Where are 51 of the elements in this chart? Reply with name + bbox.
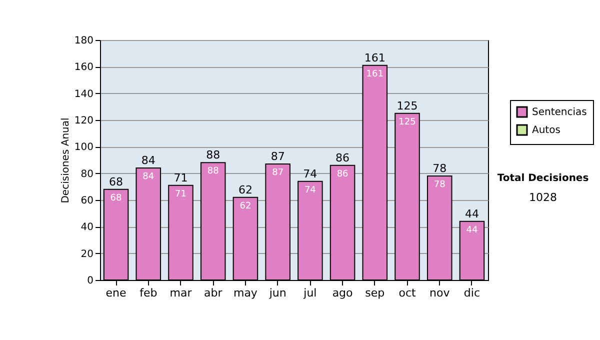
data-label: 44 [466,225,478,236]
data-label: 86 [336,169,349,180]
total-label: 68 [109,175,124,188]
total-label: 71 [174,171,188,184]
y-tick-label: 120 [74,116,94,126]
data-label: 84 [142,172,154,182]
total-label: 88 [206,148,220,162]
x-tick-label: jun [268,286,286,300]
x-tick-label: sep [365,286,385,300]
x-tick-label: mar [170,286,192,300]
legend-label: Autos [532,125,560,136]
total-label: 62 [238,183,252,196]
total-label: 74 [303,167,318,180]
y-tick-label: 180 [74,36,94,46]
total-label: 44 [464,207,479,220]
x-tick-label: jul [302,286,317,300]
x-tick-label: dic [464,286,480,300]
y-tick-label: 0 [87,276,94,286]
data-label: 74 [304,185,316,196]
x-tick-label: may [233,286,258,300]
x-tick-label: ago [332,286,354,300]
x-tick-label: abr [204,286,223,300]
data-label: 68 [110,193,122,204]
data-label: 87 [272,168,284,178]
text: 1028 [529,191,557,204]
total-label: 125 [396,99,418,112]
y-tick-label: 20 [80,248,94,260]
y-tick-label: 60 [80,196,94,206]
x-tick-label: oct [398,286,416,300]
x-tick-label: ene [106,286,126,300]
x-tick-label: feb [140,286,158,300]
data-label: 78 [434,180,446,190]
x-tick-label: nov [430,286,450,300]
y-tick-label: 140 [74,88,94,100]
data-label: 161 [366,69,384,80]
y-tick-label: 160 [74,62,94,74]
y-axis-title: Decisiones Anual [60,118,72,204]
total-label: 161 [364,51,386,64]
total-label: 86 [336,151,350,164]
y-tick-label: 40 [80,222,94,234]
total-label: 87 [270,150,285,163]
y-tick-label: 100 [74,142,94,154]
data-label: 88 [207,166,220,177]
total-label: 78 [432,162,447,175]
data-label: 62 [240,201,252,212]
data-label: 125 [398,117,416,128]
total-label: 84 [141,154,156,167]
legend-label: Sentencias [532,107,587,118]
y-tick-label: 80 [80,168,94,180]
data-label: 71 [175,189,186,200]
text: Total Decisiones [497,173,589,184]
